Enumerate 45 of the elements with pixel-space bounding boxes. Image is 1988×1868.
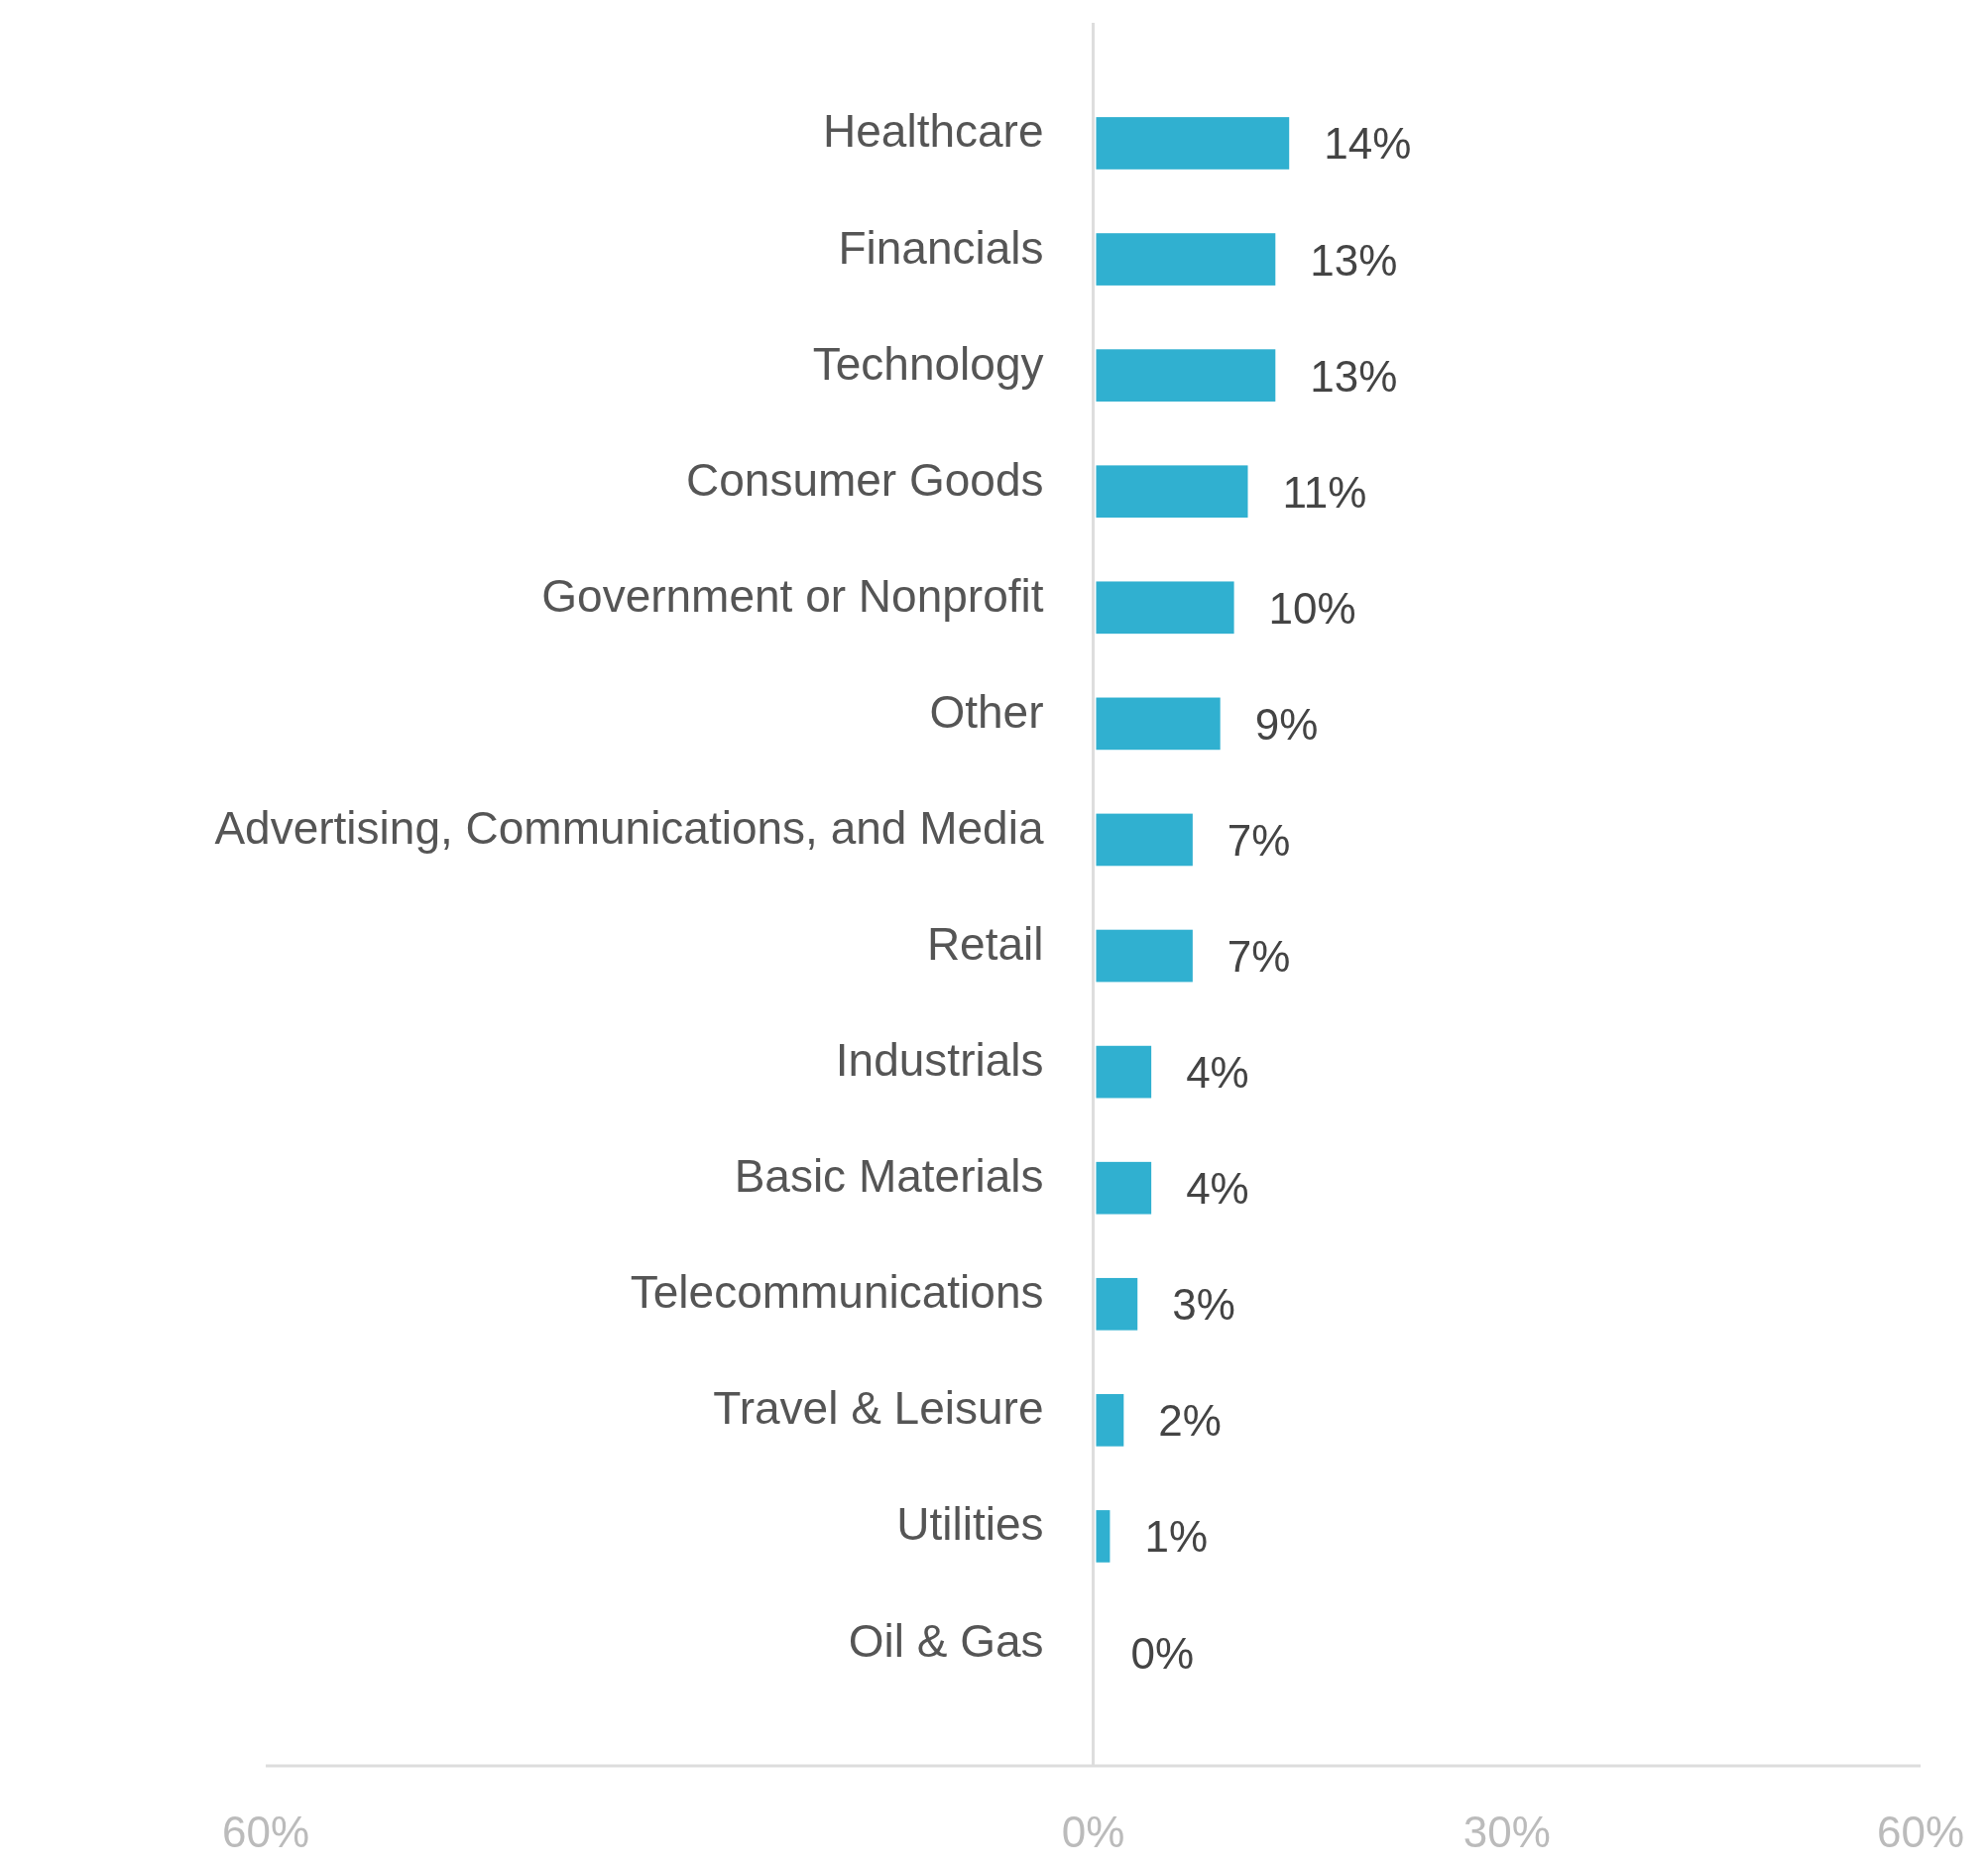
y-tick-label: Financials [838, 221, 1044, 274]
data-label: 4% [1186, 1164, 1249, 1214]
bar [1096, 1277, 1138, 1331]
y-tick-label: Government or Nonprofit [541, 569, 1044, 622]
bar [1096, 697, 1221, 751]
bar [1096, 1045, 1152, 1099]
y-tick-label: Healthcare [823, 105, 1044, 158]
bar [1096, 581, 1234, 635]
y-tick-label: Telecommunications [630, 1266, 1044, 1319]
data-label: 10% [1268, 583, 1356, 633]
data-label: 9% [1254, 699, 1319, 749]
y-tick-label: Retail [926, 918, 1044, 971]
bar [1096, 1510, 1111, 1563]
bar [1096, 349, 1276, 402]
x-tick-label: 60% [221, 1808, 310, 1856]
y-tick-label: Travel & Leisure [713, 1382, 1044, 1435]
y-tick-label: Advertising, Communications, and Media [214, 801, 1044, 854]
data-label: 7% [1227, 932, 1291, 982]
bar [1096, 1161, 1152, 1215]
data-label: 0% [1130, 1628, 1195, 1678]
x-tick-label: 60% [1876, 1808, 1965, 1856]
data-label: 14% [1324, 119, 1412, 169]
bar [1096, 813, 1193, 867]
y-tick-label: Basic Materials [734, 1150, 1044, 1203]
y-tick-label: Industrials [835, 1034, 1044, 1087]
data-label: 13% [1310, 351, 1398, 401]
x-tick-label: 30% [1462, 1808, 1551, 1856]
data-label: 1% [1144, 1512, 1208, 1562]
bar [1096, 929, 1193, 983]
bar [1096, 117, 1290, 170]
y-tick-label: Consumer Goods [686, 453, 1044, 506]
data-label: 13% [1310, 235, 1398, 285]
y-tick-label: Other [929, 685, 1044, 738]
y-tick-label: Technology [812, 337, 1044, 390]
data-label: 4% [1186, 1048, 1249, 1098]
bar [1096, 233, 1276, 286]
bar [1096, 465, 1248, 519]
data-label: 2% [1158, 1396, 1222, 1446]
bar [1096, 1394, 1124, 1447]
data-label: 7% [1227, 815, 1291, 865]
y-tick-label: Utilities [896, 1498, 1044, 1551]
x-tick-label: 0% [1061, 1808, 1125, 1856]
y-tick-label: Oil & Gas [848, 1614, 1044, 1667]
data-label: 11% [1282, 467, 1367, 517]
data-label: 3% [1172, 1280, 1235, 1330]
